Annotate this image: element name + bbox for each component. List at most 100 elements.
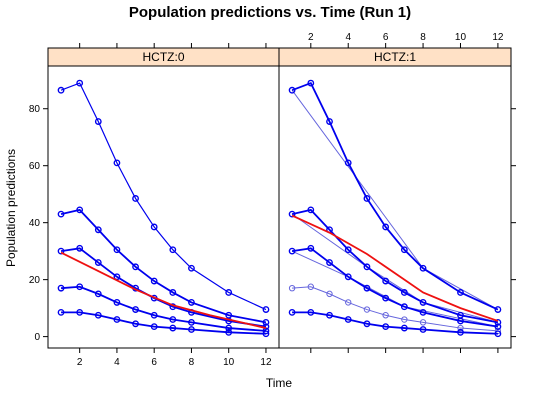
series-point: [344, 316, 352, 323]
series-point: [94, 259, 102, 266]
series-point: [57, 210, 65, 218]
series-point: [94, 118, 102, 125]
series-point: [288, 308, 296, 316]
y-axis-label: Population predictions: [4, 149, 18, 267]
series-line: [292, 311, 498, 335]
panel-0: HCTZ:0 2 4 6 8 10 12 0 20 40 60 80: [29, 43, 280, 368]
series-point: [419, 308, 427, 316]
x-tick-label: 4: [114, 357, 120, 368]
series-point: [382, 294, 390, 302]
series-point: [344, 159, 352, 167]
series-point: [76, 79, 84, 87]
series-point: [419, 326, 427, 333]
series-point: [94, 311, 102, 319]
series-point: [57, 284, 65, 292]
series-point: [262, 306, 270, 313]
series-line: [291, 208, 499, 324]
panels-layer: HCTZ:0 2 4 6 8 10 12 0 20 40 60 80 HCTZ:1 2 4 6 8 10 12: [29, 32, 516, 368]
series-point: [57, 247, 65, 255]
light-series-point: [363, 306, 371, 313]
light-series-point: [457, 324, 464, 332]
series-point: [363, 195, 371, 202]
series-point: [457, 328, 464, 336]
series-point: [76, 244, 84, 252]
light-series-point: [307, 283, 315, 290]
y-tick-label: 80: [29, 104, 41, 115]
series-point: [400, 324, 408, 332]
series-line: [60, 82, 267, 311]
series-point: [76, 283, 84, 291]
series-point: [262, 330, 270, 338]
series-point: [326, 118, 333, 125]
light-series-point: [288, 284, 296, 292]
y-tick-label: 0: [34, 332, 40, 343]
series-point: [326, 259, 333, 266]
series-point: [326, 311, 333, 319]
series-point: [419, 264, 427, 272]
series-point: [288, 247, 296, 255]
light-series-point: [382, 312, 389, 319]
series-point: [288, 86, 296, 94]
series-point: [169, 316, 177, 323]
series-point: [76, 308, 84, 316]
series-point: [344, 246, 352, 254]
series-point: [363, 320, 371, 328]
series-point: [113, 159, 121, 167]
series-line: [61, 311, 266, 335]
series-point: [307, 244, 315, 252]
series-point: [457, 289, 464, 296]
x-tick-label: 6: [383, 32, 389, 43]
light-series-point: [326, 290, 333, 298]
series-point: [94, 226, 102, 234]
series-point: [150, 277, 158, 285]
x-tick-label: 8: [420, 32, 426, 43]
series-point: [150, 311, 158, 319]
series-point: [188, 264, 195, 272]
x-axis-label: Time: [266, 376, 293, 390]
x-tick-label: 6: [151, 357, 157, 368]
light-series-line: [292, 286, 498, 332]
light-series-point: [419, 319, 427, 326]
series-point: [150, 223, 158, 231]
series-point: [169, 289, 177, 296]
series-point: [494, 330, 502, 338]
x-tick-label: 10: [223, 357, 235, 368]
light-series-point: [345, 299, 352, 306]
y-tick-label: 60: [29, 161, 41, 172]
x-tick-label: 10: [455, 32, 467, 43]
series-point: [400, 303, 408, 311]
series-point: [169, 324, 177, 332]
chart-title: Population predictions vs. Time (Run 1): [129, 4, 411, 21]
series-point: [400, 246, 408, 254]
panel-frame: [47, 65, 280, 349]
series-point: [132, 320, 139, 328]
panel-1: HCTZ:1 2 4 6 8 10 12: [278, 32, 516, 353]
cross-line: [291, 89, 499, 310]
x-tick-label: 4: [345, 32, 351, 43]
series-point: [132, 263, 139, 271]
series-point: [57, 308, 65, 316]
strip-label: HCTZ:1: [374, 50, 416, 64]
series-point: [76, 206, 84, 214]
cross-line: [291, 250, 499, 328]
series-point: [113, 316, 121, 323]
series-point: [382, 323, 390, 331]
series-point: [400, 289, 408, 296]
series-point: [225, 289, 233, 296]
series-line: [291, 247, 499, 328]
series-point: [494, 318, 502, 326]
series-point: [188, 318, 195, 326]
series-point: [307, 308, 315, 316]
x-tick-label: 12: [492, 32, 504, 43]
x-tick-label: 12: [260, 357, 272, 368]
series-point: [94, 290, 102, 298]
series-point: [188, 299, 195, 306]
series-point: [113, 246, 121, 254]
series-point: [382, 223, 390, 231]
smooth-line: [291, 214, 499, 322]
series-point: [262, 318, 270, 326]
series-point: [494, 323, 502, 331]
series-point: [188, 326, 195, 333]
